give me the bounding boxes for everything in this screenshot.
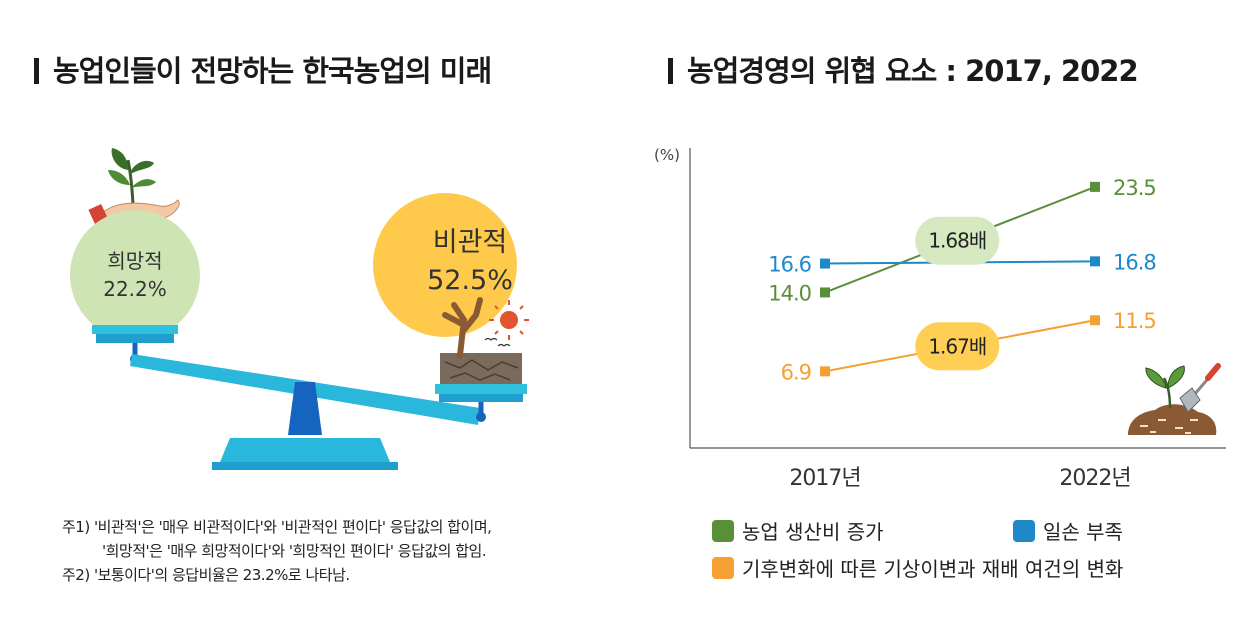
annotation-climate-ratio-pill	[915, 322, 1000, 371]
line-chart: (%) 14.0 23.5 16.6 16.8 6.9 11.5 1.68배 1.67배 2…	[654, 146, 1226, 491]
data-label: 14.0	[768, 281, 811, 305]
title-bar-marker	[34, 58, 39, 84]
data-point	[1090, 181, 1100, 192]
drought-icon	[440, 297, 529, 385]
scale-base	[220, 438, 390, 462]
legend-label-labor: 일손 부족	[1043, 520, 1123, 544]
title-bar-marker	[668, 58, 673, 84]
data-point	[820, 287, 830, 298]
left-title-text: 농업인들이 전망하는 한국농업의 미래	[53, 54, 492, 88]
pessimistic-label: 비관적	[432, 227, 508, 258]
legend-swatch-orange	[712, 556, 734, 579]
hopeful-label: 희망적	[107, 249, 163, 273]
legend-item-climate: 기후변화에 따른 기상이변과 재배 여건의 변화	[712, 553, 1123, 582]
legend-item-cost: 농업 생산비 증가	[712, 516, 884, 545]
data-label: 6.9	[781, 360, 811, 384]
hopeful-label-group: 희망적 22.2%	[70, 247, 200, 303]
right-panel-title: 농업경영의 위협 요소 : 2017, 2022	[668, 48, 1139, 90]
legend-swatch-blue	[1013, 519, 1035, 542]
data-point	[820, 258, 830, 269]
data-label: 16.8	[1113, 250, 1156, 274]
hopeful-circle	[70, 210, 200, 340]
x-tick-label: 2022년	[1059, 466, 1130, 491]
soil-seedling-shovel-icon	[1128, 363, 1221, 435]
data-point	[1090, 256, 1100, 267]
hopeful-value: 22.2%	[103, 277, 167, 301]
data-label: 11.5	[1113, 309, 1156, 333]
chart-legend: 농업 생산비 증가 일손 부족 기후변화에 따른 기상이변과 재배 여건의 변화	[712, 516, 1252, 596]
x-tick-label: 2017년	[789, 466, 860, 491]
data-point	[820, 366, 830, 377]
pessimistic-value: 52.5%	[427, 265, 513, 296]
legend-item-labor: 일손 부족	[1013, 516, 1123, 545]
right-title-text: 농업경영의 위협 요소 : 2017, 2022	[687, 54, 1139, 88]
footnote-line-1: 주1) '비관적'은 '매우 비관적이다'와 '비관적인 편이다' 응답값의 합…	[62, 518, 492, 536]
legend-label-climate: 기후변화에 따른 기상이변과 재배 여건의 변화	[742, 557, 1124, 581]
annotation-cost-ratio-pill	[915, 216, 1000, 265]
data-label: 23.5	[1113, 176, 1156, 200]
footnotes: 주1) '비관적'은 '매우 비관적이다'와 '비관적인 편이다' 응답값의 합…	[62, 515, 622, 587]
pessimistic-label-group: 비관적 52.5%	[395, 224, 545, 300]
y-axis-label: (%)	[654, 146, 680, 164]
footnote-line-2: '희망적'은 '매우 희망적이다'와 '희망적인 편이다' 응답값의 합임.	[102, 542, 487, 560]
annotation-climate-ratio: 1.67배	[928, 334, 986, 358]
footnote-line-3: 주2) '보통이다'의 응답비율은 23.2%로 나타남.	[62, 566, 350, 584]
balance-scale-illustration	[70, 148, 529, 470]
data-label: 16.6	[768, 253, 811, 277]
annotation-cost-ratio: 1.68배	[928, 229, 986, 253]
legend-swatch-green	[712, 519, 734, 542]
left-panel-title: 농업인들이 전망하는 한국농업의 미래	[34, 48, 492, 90]
data-point	[1090, 315, 1100, 326]
legend-label-cost: 농업 생산비 증가	[742, 520, 884, 544]
